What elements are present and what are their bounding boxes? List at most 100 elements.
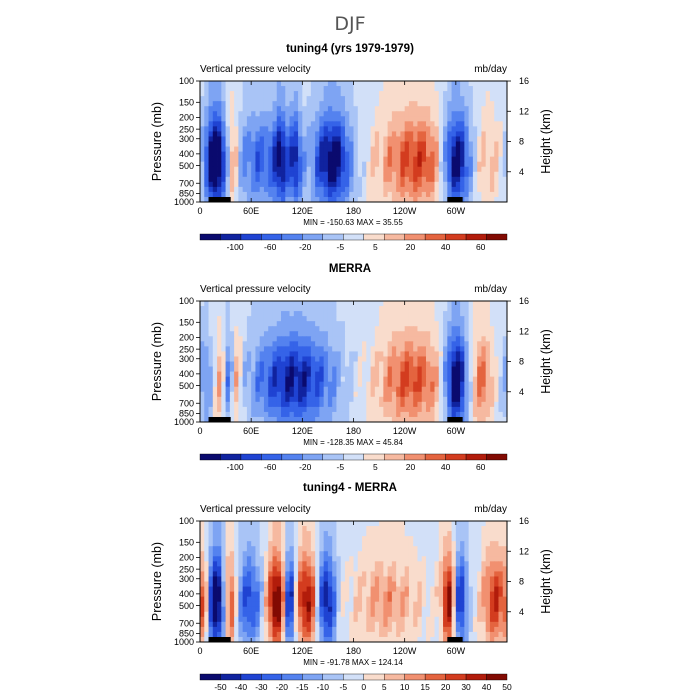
heatmap-cell: [502, 86, 508, 92]
heatmap-cell: [289, 566, 295, 572]
heatmap-cell: [464, 106, 470, 112]
heatmap-cell: [272, 596, 278, 603]
heatmap-cell: [455, 551, 461, 557]
heatmap-cell: [319, 521, 325, 527]
heatmap-cell: [425, 596, 431, 603]
heatmap-cell: [340, 416, 346, 423]
heatmap-cell: [310, 186, 316, 193]
heatmap-cell: [357, 391, 363, 398]
heatmap-cell: [357, 166, 363, 173]
heatmap-cell: [259, 396, 265, 403]
heatmap-cell: [306, 196, 312, 203]
heatmap-cell: [204, 306, 209, 312]
heatmap-cell: [302, 526, 307, 532]
heatmap-cell: [268, 526, 273, 532]
heatmap-cell: [451, 176, 457, 183]
heatmap-cell: [481, 606, 487, 613]
heatmap-cell: [408, 151, 414, 158]
heatmap-cell: [477, 571, 482, 577]
heatmap-cell: [276, 371, 282, 378]
heatmap-cell: [413, 371, 418, 378]
heatmap-cell: [242, 396, 248, 403]
heatmap-cell: [246, 306, 252, 312]
heatmap-cell: [289, 416, 295, 423]
heatmap-cell: [387, 551, 393, 557]
heatmap-cell: [353, 171, 359, 178]
heatmap-cell: [310, 321, 316, 327]
heatmap-cell: [357, 186, 363, 193]
heatmap-cell: [366, 401, 371, 408]
colorbar-label: -20: [299, 462, 312, 472]
heatmap-cell: [477, 371, 482, 378]
heatmap-cell: [293, 161, 299, 168]
heatmap-cell: [374, 351, 380, 357]
colorbar-swatch: [486, 233, 508, 241]
heatmap-cell: [379, 106, 384, 112]
heatmap-cell: [417, 86, 423, 92]
heatmap-cell: [285, 111, 290, 117]
heatmap-cell: [344, 591, 350, 598]
heatmap-cell: [204, 186, 209, 193]
heatmap-cell: [447, 586, 452, 592]
heatmap-cell: [263, 196, 269, 203]
heatmap-cell: [217, 396, 222, 403]
heatmap-cell: [391, 541, 397, 547]
heatmap-cell: [289, 96, 295, 102]
heatmap-cell: [417, 391, 423, 398]
heatmap-cell: [344, 351, 350, 357]
heatmap-cell: [225, 586, 231, 592]
heatmap-cell: [362, 136, 367, 142]
heatmap-cell: [421, 381, 427, 388]
heatmap-cell: [344, 141, 350, 147]
heatmap-cell: [332, 141, 337, 147]
heatmap-cell: [396, 171, 401, 178]
heatmap-cell: [374, 121, 380, 127]
heatmap-cell: [370, 416, 376, 423]
heatmap-cell: [268, 136, 273, 142]
heatmap-cell: [455, 326, 461, 332]
heatmap-cell: [430, 141, 435, 147]
heatmap-cell: [421, 546, 427, 552]
heatmap-cell: [217, 611, 222, 618]
heatmap-cell: [246, 316, 252, 322]
heatmap-cell: [327, 416, 333, 423]
heatmap-cell: [460, 371, 465, 378]
heatmap-cell: [468, 121, 474, 127]
heatmap-cell: [285, 191, 290, 198]
heatmap-cell: [327, 356, 333, 362]
heatmap-cell: [370, 81, 376, 87]
heatmap-cell: [276, 191, 282, 198]
heatmap-cell: [225, 311, 231, 317]
colorbar-label: 40: [441, 462, 451, 472]
heatmap-cell: [234, 111, 239, 117]
heatmap-cell: [362, 331, 367, 337]
heatmap-cell: [336, 401, 342, 408]
heatmap-cell: [472, 536, 478, 542]
heatmap-cell: [281, 596, 286, 603]
heatmap-cell: [443, 581, 448, 587]
heatmap-cell: [477, 341, 482, 347]
heatmap-cell: [451, 96, 457, 102]
heatmap-cell: [200, 196, 205, 203]
heatmap-cell: [208, 91, 214, 97]
heatmap-cell: [400, 316, 406, 322]
heatmap-cell: [225, 341, 231, 347]
heatmap-cell: [502, 371, 508, 378]
heatmap-cell: [221, 381, 226, 388]
heatmap-cell: [263, 81, 269, 87]
heatmap-cell: [502, 191, 508, 198]
heatmap-cell: [340, 546, 346, 552]
heatmap-cell: [472, 186, 478, 193]
heatmap-cell: [370, 601, 376, 608]
heatmap-cell: [285, 326, 290, 332]
heatmap-cell: [234, 531, 239, 537]
heatmap-cell: [430, 406, 435, 413]
heatmap-cell: [477, 101, 482, 107]
heatmap-cell: [208, 156, 214, 163]
heatmap-cell: [327, 131, 333, 137]
heatmap-cell: [502, 361, 508, 367]
heatmap-cell: [438, 606, 444, 613]
heatmap-cell: [366, 301, 371, 307]
heatmap-cell: [332, 366, 337, 372]
heatmap-cell: [289, 106, 295, 112]
